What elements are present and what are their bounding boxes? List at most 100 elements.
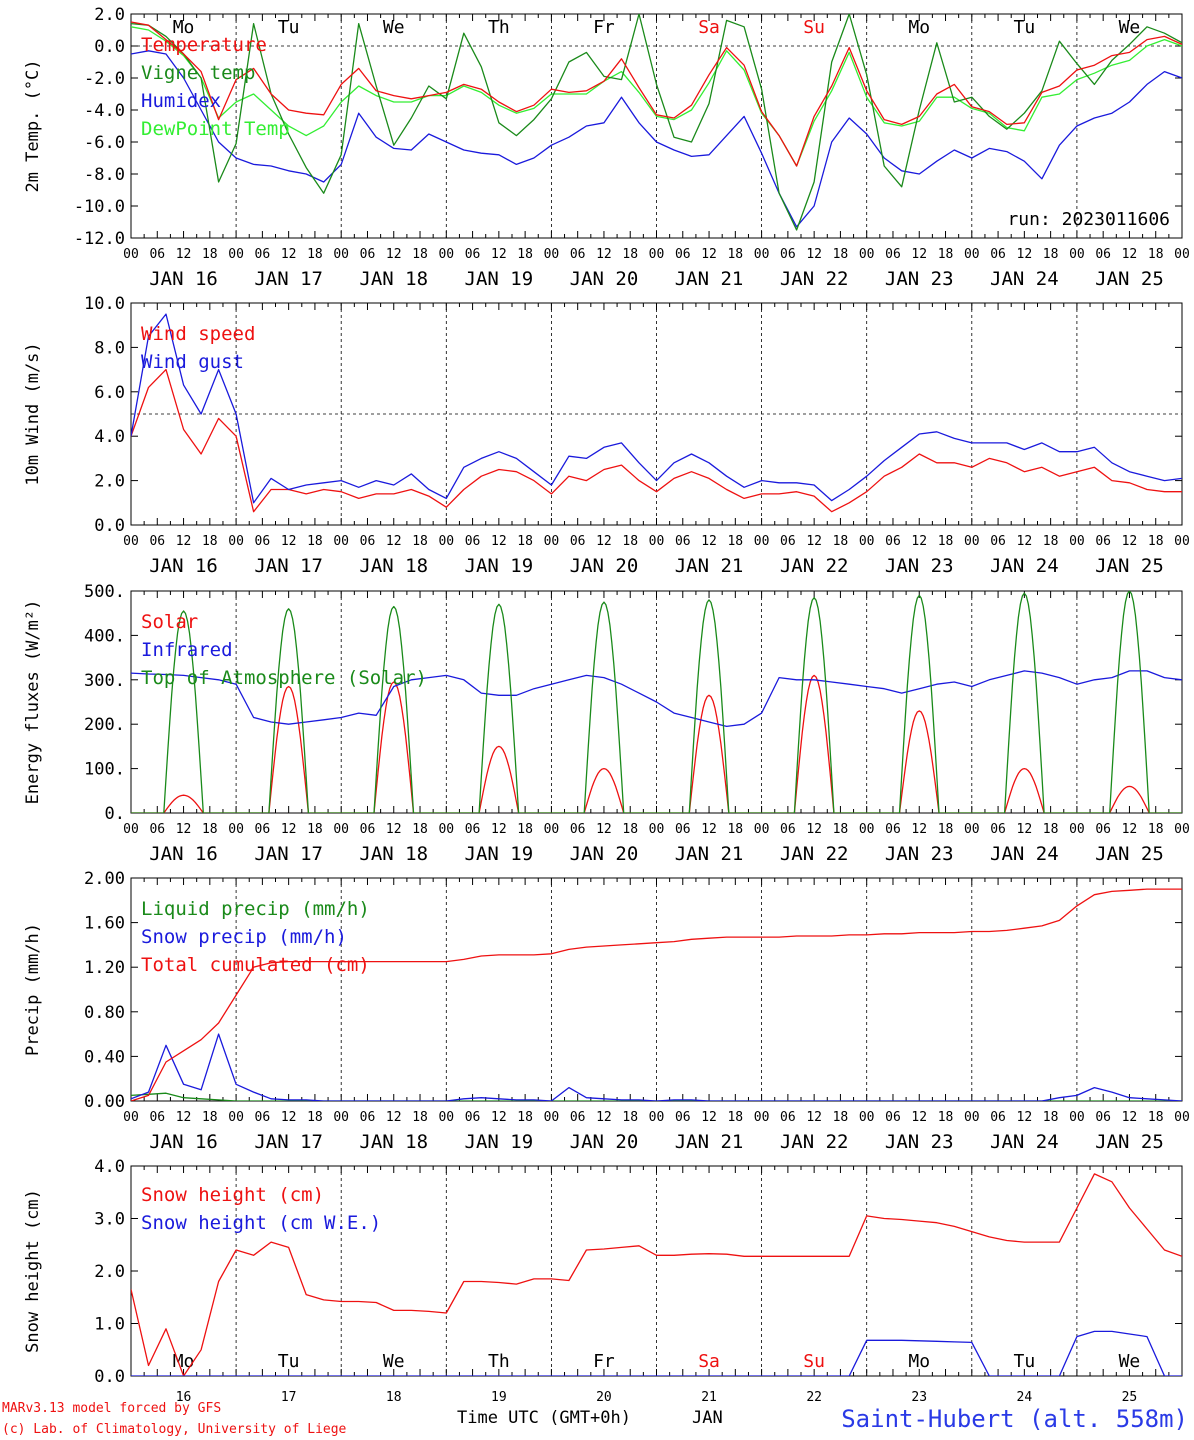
hour-tick-label: 00 [1174, 247, 1190, 262]
hour-tick-label: 06 [465, 1110, 481, 1125]
y-tick-label: -12.0 [74, 229, 125, 249]
y-tick-label: 6.0 [94, 383, 125, 403]
date-label: JAN 22 [780, 1131, 849, 1153]
hour-tick-label: 12 [701, 534, 717, 549]
y-axis-label: Energy fluxes (W/m²) [23, 600, 43, 805]
series-group [131, 313, 1182, 513]
hour-tick-label: 06 [570, 822, 586, 837]
hour-tick-label: 06 [675, 247, 691, 262]
hour-tick-label: 06 [885, 1110, 901, 1125]
hour-tick-label: 12 [596, 247, 612, 262]
hour-tick-label: 00 [228, 822, 244, 837]
date-label: JAN 22 [780, 268, 849, 290]
hour-tick-label: 00 [649, 822, 665, 837]
hour-tick-label: 00 [228, 534, 244, 549]
date-label: JAN 23 [885, 268, 954, 290]
date-label: JAN 19 [465, 268, 534, 290]
series-line-infrared [131, 670, 1182, 728]
y-tick-label: 0.40 [84, 1047, 125, 1067]
hour-tick-label: 00 [754, 247, 770, 262]
hour-tick-label: 18 [727, 1110, 743, 1125]
hour-tick-label: 18 [622, 247, 638, 262]
y-tick-label: 100. [84, 760, 125, 780]
hour-tick-label: 12 [596, 534, 612, 549]
legend-entry: Wind speed [141, 323, 255, 345]
hour-tick-label: 12 [491, 822, 507, 837]
weekday-label: Mo [908, 17, 930, 38]
hour-tick-label: 06 [990, 247, 1006, 262]
y-tick-label: -6.0 [84, 133, 125, 153]
date-label: JAN 18 [359, 555, 428, 577]
y-axis-label: Precip (mm/h) [23, 923, 43, 1056]
series-group [131, 591, 1182, 813]
date-label: JAN 22 [780, 843, 849, 865]
date-label: JAN 22 [780, 555, 849, 577]
hour-tick-label: 00 [123, 534, 139, 549]
weekday-label: Tu [278, 17, 300, 38]
day-number-label: 22 [806, 1390, 822, 1405]
y-tick-label: 0.0 [94, 1367, 125, 1387]
hour-tick-label: 06 [255, 247, 271, 262]
legend-entry: Top of Atmosphere (Solar) [141, 667, 427, 689]
hour-tick-label: 18 [307, 534, 323, 549]
y-tick-label: 2.0 [94, 472, 125, 492]
hour-tick-label: 00 [1069, 534, 1085, 549]
hour-tick-label: 06 [780, 822, 796, 837]
legend-entry: Liquid precip (mm/h) [141, 898, 370, 920]
legend-entry: Total cumulated (cm) [141, 954, 370, 976]
date-label: JAN 23 [885, 555, 954, 577]
hour-tick-label: 00 [1174, 534, 1190, 549]
weekday-label: We [383, 17, 405, 38]
hour-tick-label: 00 [649, 534, 665, 549]
hour-tick-label: 00 [1174, 822, 1190, 837]
hour-tick-label: 00 [859, 247, 875, 262]
hour-tick-label: 06 [360, 1110, 376, 1125]
y-tick-label: 0.0 [94, 516, 125, 536]
hour-tick-label: 18 [307, 247, 323, 262]
date-label: JAN 24 [990, 1131, 1059, 1153]
date-label: JAN 18 [359, 268, 428, 290]
hour-tick-label: 12 [1017, 534, 1033, 549]
hour-tick-label: 12 [281, 822, 297, 837]
hour-tick-label: 00 [1069, 1110, 1085, 1125]
hour-tick-label: 12 [1122, 1110, 1138, 1125]
hour-tick-label: 12 [911, 247, 927, 262]
weekday-label: Tu [1014, 17, 1036, 38]
hour-tick-label: 00 [964, 534, 980, 549]
hour-tick-label: 00 [228, 247, 244, 262]
day-number-label: 19 [491, 1390, 507, 1405]
hour-tick-label: 00 [964, 822, 980, 837]
hour-tick-label: 12 [1122, 822, 1138, 837]
date-label: JAN 20 [570, 843, 639, 865]
y-axis-label: Snow height (cm) [23, 1189, 43, 1353]
day-number-label: 23 [911, 1390, 927, 1405]
hour-tick-label: 06 [885, 822, 901, 837]
hour-tick-label: 06 [1095, 534, 1111, 549]
date-label: JAN 18 [359, 843, 428, 865]
date-label: JAN 20 [570, 268, 639, 290]
series-line-snow-height-cm [131, 1173, 1182, 1376]
date-label: JAN 20 [570, 1131, 639, 1153]
hour-tick-label: 18 [517, 1110, 533, 1125]
hour-tick-label: 12 [491, 1110, 507, 1125]
hour-tick-label: 12 [386, 534, 402, 549]
day-number-label: 21 [701, 1390, 717, 1405]
hour-tick-label: 12 [386, 822, 402, 837]
series-line-dewpoint-temp [131, 26, 1182, 167]
date-label: JAN 18 [359, 1131, 428, 1153]
hour-tick-label: 18 [1043, 534, 1059, 549]
series-group [131, 14, 1182, 231]
hour-tick-label: 06 [780, 247, 796, 262]
hour-tick-label: 18 [1148, 534, 1164, 549]
date-label: JAN 21 [675, 555, 744, 577]
hour-tick-label: 12 [806, 247, 822, 262]
hour-tick-label: 18 [833, 822, 849, 837]
weekday-label: Tu [1014, 1351, 1036, 1372]
day-number-label: 25 [1122, 1390, 1138, 1405]
date-label: JAN 16 [149, 1131, 218, 1153]
date-label: JAN 24 [990, 843, 1059, 865]
x-axis-month: JAN [692, 1408, 723, 1428]
run-annotation: run: 2023011606 [1007, 209, 1170, 230]
date-label: JAN 21 [675, 268, 744, 290]
date-label: JAN 16 [149, 555, 218, 577]
